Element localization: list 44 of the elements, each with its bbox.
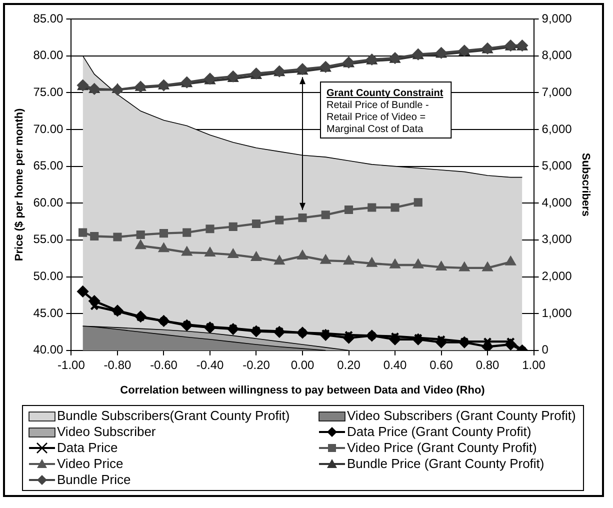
y2-tick-label: 3,000 — [542, 232, 572, 246]
y-tick-label: 50.00 — [33, 269, 64, 284]
x-tick-label: 0.60 — [430, 358, 454, 372]
legend-label: Video Price (Grant County Profit) — [347, 440, 537, 456]
x-tick-label: 0.40 — [383, 358, 408, 372]
y2-tick-label: 0 — [542, 342, 549, 357]
y-tick-label: 55.00 — [33, 232, 64, 246]
legend-label: Video Price — [57, 456, 124, 472]
y2-tick-label: 9,000 — [542, 11, 572, 26]
y-tick-label: 45.00 — [33, 306, 64, 320]
x-tick-label: -1.00 — [58, 358, 86, 372]
y-tick-label: 60.00 — [33, 195, 64, 210]
y2-tick-label: 8,000 — [542, 48, 572, 62]
y2-tick-label: 5,000 — [542, 158, 572, 173]
legend-label: Bundle Subscribers(Grant County Profit) — [57, 408, 290, 424]
y2-tick-label: 2,000 — [542, 269, 572, 284]
y-tick-label: 75.00 — [33, 84, 64, 99]
legend-label: Video Subscriber — [57, 424, 156, 440]
x-tick-label: 0.00 — [290, 358, 314, 372]
y-tick-label: 65.00 — [33, 158, 64, 173]
legend-label: Data Price (Grant County Profit) — [347, 424, 532, 440]
y2-tick-label: 1,000 — [542, 306, 572, 320]
y-tick-label: 40.00 — [33, 342, 64, 357]
legend-label: Video Subscribers (Grant County Profit) — [347, 408, 576, 424]
annotation: Grant County Constraint Retail Price of Bundle - Retail Price of Video = Marginal Cost of Data — [326, 88, 444, 135]
y-tick-label: 85.00 — [33, 11, 64, 26]
x-tick-label: 0.20 — [337, 358, 361, 372]
x-tick-label: -0.80 — [104, 358, 132, 372]
y2-tick-label: 6,000 — [542, 122, 572, 136]
legend-label: Bundle Price — [57, 472, 131, 488]
y2-tick-label: 7,000 — [542, 84, 572, 99]
y-tick-label: 70.00 — [33, 122, 64, 136]
x-tick-label: -0.60 — [150, 358, 178, 372]
x-tick-label: 1.00 — [522, 358, 546, 372]
x-tick-label: 0.80 — [476, 358, 500, 372]
y2-tick-label: 4,000 — [542, 195, 572, 210]
y2-axis-title: Subscribers — [579, 152, 592, 216]
y-axis-title: Price ($ per home per month) — [14, 108, 26, 262]
legend-label: Data Price — [57, 440, 118, 456]
legend-label: Bundle Price (Grant County Profit) — [347, 456, 544, 472]
x-axis-title: Correlation between willingness to pay between Data and Video (Rho) — [120, 384, 486, 396]
y-tick-label: 80.00 — [33, 48, 64, 62]
x-tick-label: -0.20 — [242, 358, 270, 372]
x-tick-label: -0.40 — [196, 358, 224, 372]
